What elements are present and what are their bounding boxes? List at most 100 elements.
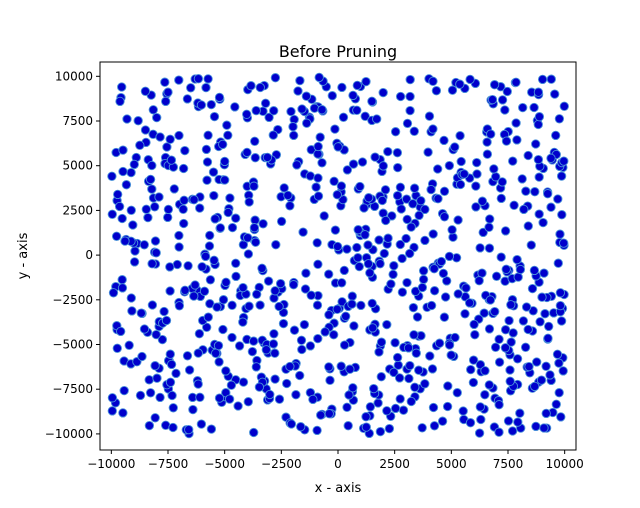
data-point	[179, 218, 189, 229]
data-point	[355, 181, 365, 192]
data-point	[332, 304, 342, 314]
data-point	[550, 89, 560, 99]
data-point	[327, 91, 337, 101]
data-point	[382, 406, 392, 416]
data-point	[342, 165, 353, 175]
data-point	[404, 373, 414, 384]
data-point	[179, 195, 189, 205]
data-point	[174, 242, 184, 252]
data-point	[353, 253, 363, 263]
data-point	[478, 227, 488, 238]
data-point	[500, 226, 511, 236]
data-point	[357, 157, 368, 167]
data-point	[405, 74, 415, 85]
data-point	[243, 397, 253, 407]
data-point	[442, 401, 453, 412]
data-point	[227, 332, 237, 343]
data-point	[529, 102, 539, 113]
data-point	[298, 227, 308, 237]
data-point	[165, 349, 175, 359]
data-point	[539, 423, 549, 433]
data-point	[166, 155, 177, 165]
data-point	[559, 156, 569, 166]
data-point	[554, 358, 564, 368]
data-point	[332, 190, 342, 200]
data-point	[455, 79, 465, 89]
data-point	[433, 164, 443, 174]
data-point	[382, 319, 392, 330]
data-point	[526, 240, 536, 250]
data-point	[544, 321, 554, 332]
data-point	[317, 158, 327, 168]
data-point	[429, 264, 439, 274]
data-point	[150, 361, 160, 371]
data-point	[250, 215, 260, 225]
data-point	[345, 364, 355, 374]
y-axis-label: y - axis	[16, 232, 31, 279]
data-point	[559, 101, 569, 111]
data-point	[270, 348, 280, 358]
data-point	[364, 193, 374, 203]
data-point	[135, 390, 146, 401]
data-point	[242, 109, 252, 119]
data-point	[496, 252, 506, 262]
data-point	[556, 316, 567, 326]
data-point	[450, 332, 460, 343]
data-point	[484, 243, 495, 253]
data-point	[372, 114, 382, 124]
data-point	[352, 105, 362, 115]
data-point	[147, 160, 157, 171]
data-point	[218, 295, 229, 305]
data-point	[279, 183, 289, 193]
data-point	[301, 91, 312, 101]
data-point	[553, 258, 563, 268]
data-point	[162, 142, 172, 152]
data-point	[470, 330, 480, 340]
data-point	[152, 112, 162, 123]
data-point	[523, 324, 533, 335]
data-point	[535, 317, 545, 327]
y-tick-label: 5000	[62, 159, 93, 173]
data-point	[392, 352, 403, 363]
data-point	[163, 204, 174, 215]
data-point	[418, 274, 429, 285]
data-point	[546, 74, 556, 84]
data-point	[531, 421, 541, 432]
data-point	[503, 416, 514, 426]
data-point	[474, 276, 484, 286]
data-point	[107, 393, 118, 403]
data-point	[402, 277, 412, 288]
data-point	[249, 181, 259, 191]
data-point	[405, 248, 415, 259]
data-point	[128, 220, 138, 230]
data-point	[225, 193, 235, 203]
data-point	[268, 339, 279, 349]
data-point	[114, 201, 125, 212]
data-point	[311, 182, 321, 192]
data-point	[465, 418, 476, 428]
data-point	[288, 122, 298, 132]
data-point	[184, 424, 194, 435]
data-point	[429, 421, 440, 431]
data-point	[292, 160, 302, 170]
data-point	[189, 291, 199, 301]
data-point	[401, 233, 411, 244]
data-point	[174, 130, 184, 141]
data-point	[118, 408, 128, 418]
data-point	[337, 278, 347, 288]
data-point	[504, 315, 514, 326]
data-point	[554, 388, 564, 398]
data-point	[485, 295, 496, 305]
data-point	[444, 340, 455, 350]
data-point	[416, 196, 426, 206]
data-point	[209, 111, 220, 122]
data-point	[425, 351, 435, 361]
data-point	[496, 193, 506, 204]
data-point	[475, 243, 485, 253]
data-point	[214, 357, 224, 367]
data-point	[202, 175, 212, 185]
data-point	[193, 348, 203, 358]
data-point	[196, 100, 207, 110]
data-point	[214, 393, 225, 403]
data-point	[283, 190, 293, 201]
